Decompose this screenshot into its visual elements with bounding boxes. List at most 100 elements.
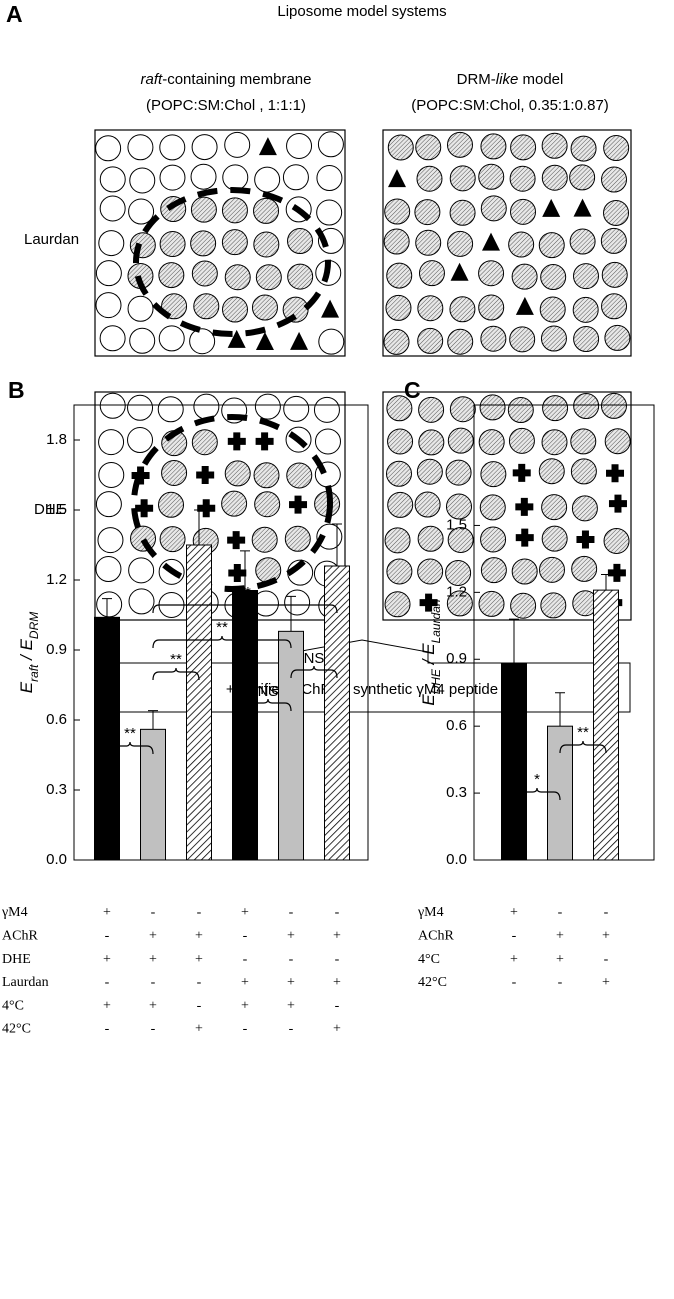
lipid bbox=[449, 199, 476, 226]
condition-sign: + bbox=[287, 929, 295, 944]
significance-bracket bbox=[290, 665, 338, 679]
condition-sign: + bbox=[333, 975, 341, 990]
dhe-probe bbox=[227, 531, 246, 550]
lipid bbox=[193, 293, 220, 320]
bar bbox=[232, 590, 258, 861]
lipid bbox=[447, 427, 474, 454]
condition-sign: - bbox=[289, 1022, 294, 1037]
laurdan-probe bbox=[542, 198, 561, 217]
significance-bracket bbox=[152, 600, 338, 614]
dhe-probe bbox=[419, 593, 438, 612]
condition-label: 42°C bbox=[418, 975, 447, 990]
lipid bbox=[478, 294, 505, 321]
lipid bbox=[128, 557, 155, 584]
condition-sign: + bbox=[602, 929, 610, 944]
lipid bbox=[127, 394, 154, 421]
lipid bbox=[480, 461, 507, 488]
significance-label: * bbox=[534, 771, 540, 788]
lipid bbox=[386, 262, 413, 289]
lipid bbox=[569, 164, 596, 191]
condition-sign: - bbox=[197, 905, 202, 920]
lipid bbox=[251, 526, 278, 553]
lipid bbox=[449, 396, 476, 423]
lipid bbox=[573, 392, 600, 419]
column-header: raft-containing membrane bbox=[141, 71, 312, 88]
membrane-box bbox=[94, 391, 346, 621]
lipid bbox=[449, 296, 476, 323]
bar bbox=[278, 630, 304, 861]
lipid bbox=[129, 167, 156, 194]
column-name: -containing membrane bbox=[162, 71, 311, 88]
raft-domain bbox=[131, 414, 333, 592]
lipid bbox=[480, 526, 507, 553]
y-tick-label: 0.9 bbox=[46, 641, 67, 658]
lipid bbox=[190, 163, 217, 190]
significance-label: ** bbox=[239, 584, 251, 601]
y-tick-label: 0.9 bbox=[446, 650, 467, 667]
error-bar bbox=[509, 618, 519, 664]
column-name: model bbox=[518, 71, 563, 88]
dhe-probe bbox=[515, 528, 534, 547]
lipid bbox=[478, 429, 505, 456]
lipid bbox=[539, 296, 566, 323]
lipid bbox=[385, 294, 412, 321]
row-label: DHE bbox=[34, 501, 66, 518]
dhe-probe bbox=[606, 464, 625, 483]
lipid bbox=[508, 427, 535, 454]
laurdan-probe bbox=[227, 329, 246, 348]
significance-label: ** bbox=[124, 725, 136, 742]
lipid bbox=[287, 263, 314, 290]
lipid bbox=[479, 494, 506, 521]
error-bar bbox=[286, 595, 296, 632]
lipid bbox=[254, 393, 281, 420]
lipid bbox=[418, 260, 445, 287]
lipid bbox=[478, 260, 505, 287]
condition-sign: + bbox=[287, 975, 295, 990]
condition-sign: + bbox=[556, 952, 564, 967]
condition-sign: + bbox=[149, 952, 157, 967]
y-tick-label: 1.5 bbox=[446, 516, 467, 533]
lipid bbox=[571, 555, 598, 582]
column-composition: (POPC:SM:Chol , 1:1:1) bbox=[146, 97, 306, 114]
lipid bbox=[221, 229, 248, 256]
lipid bbox=[253, 462, 280, 489]
error-bar bbox=[148, 710, 158, 730]
laurdan-probe bbox=[290, 331, 309, 350]
y-tick-label: 0.6 bbox=[446, 717, 467, 734]
lipid bbox=[416, 458, 443, 485]
lipid bbox=[98, 461, 125, 488]
laurdan-probe bbox=[387, 169, 406, 188]
lipid bbox=[254, 166, 281, 193]
row-label: Laurdan bbox=[24, 231, 79, 248]
laurdan-probe bbox=[515, 296, 534, 315]
lipid bbox=[129, 327, 156, 354]
lipid bbox=[254, 491, 281, 518]
condition-sign: + bbox=[510, 952, 518, 967]
y-axis-label: Eraft / EDRM bbox=[17, 612, 41, 694]
bar bbox=[140, 728, 166, 861]
plot-frame bbox=[73, 404, 369, 861]
panel-title: Liposome model systems bbox=[277, 3, 446, 20]
condition-label: 4°C bbox=[418, 952, 440, 967]
lipid bbox=[98, 230, 125, 257]
lipid bbox=[99, 195, 126, 222]
lipid bbox=[158, 262, 185, 289]
condition-sign: + bbox=[602, 975, 610, 990]
laurdan-probe bbox=[321, 299, 340, 318]
lipid bbox=[157, 396, 184, 423]
lipid bbox=[510, 134, 537, 161]
column-name: like bbox=[496, 71, 519, 88]
lipid bbox=[127, 134, 154, 161]
laurdan-probe bbox=[450, 262, 469, 281]
y-axis-label-part: / E bbox=[17, 638, 36, 664]
condition-sign: + bbox=[195, 929, 203, 944]
lipid bbox=[538, 458, 565, 485]
condition-sign: + bbox=[287, 998, 295, 1013]
lipid bbox=[542, 395, 569, 422]
significance-label: ** bbox=[216, 619, 228, 636]
laurdan-probe bbox=[573, 198, 592, 217]
lipid bbox=[99, 392, 126, 419]
lipid bbox=[159, 164, 186, 191]
lipid bbox=[480, 195, 507, 222]
lipid bbox=[284, 589, 311, 616]
